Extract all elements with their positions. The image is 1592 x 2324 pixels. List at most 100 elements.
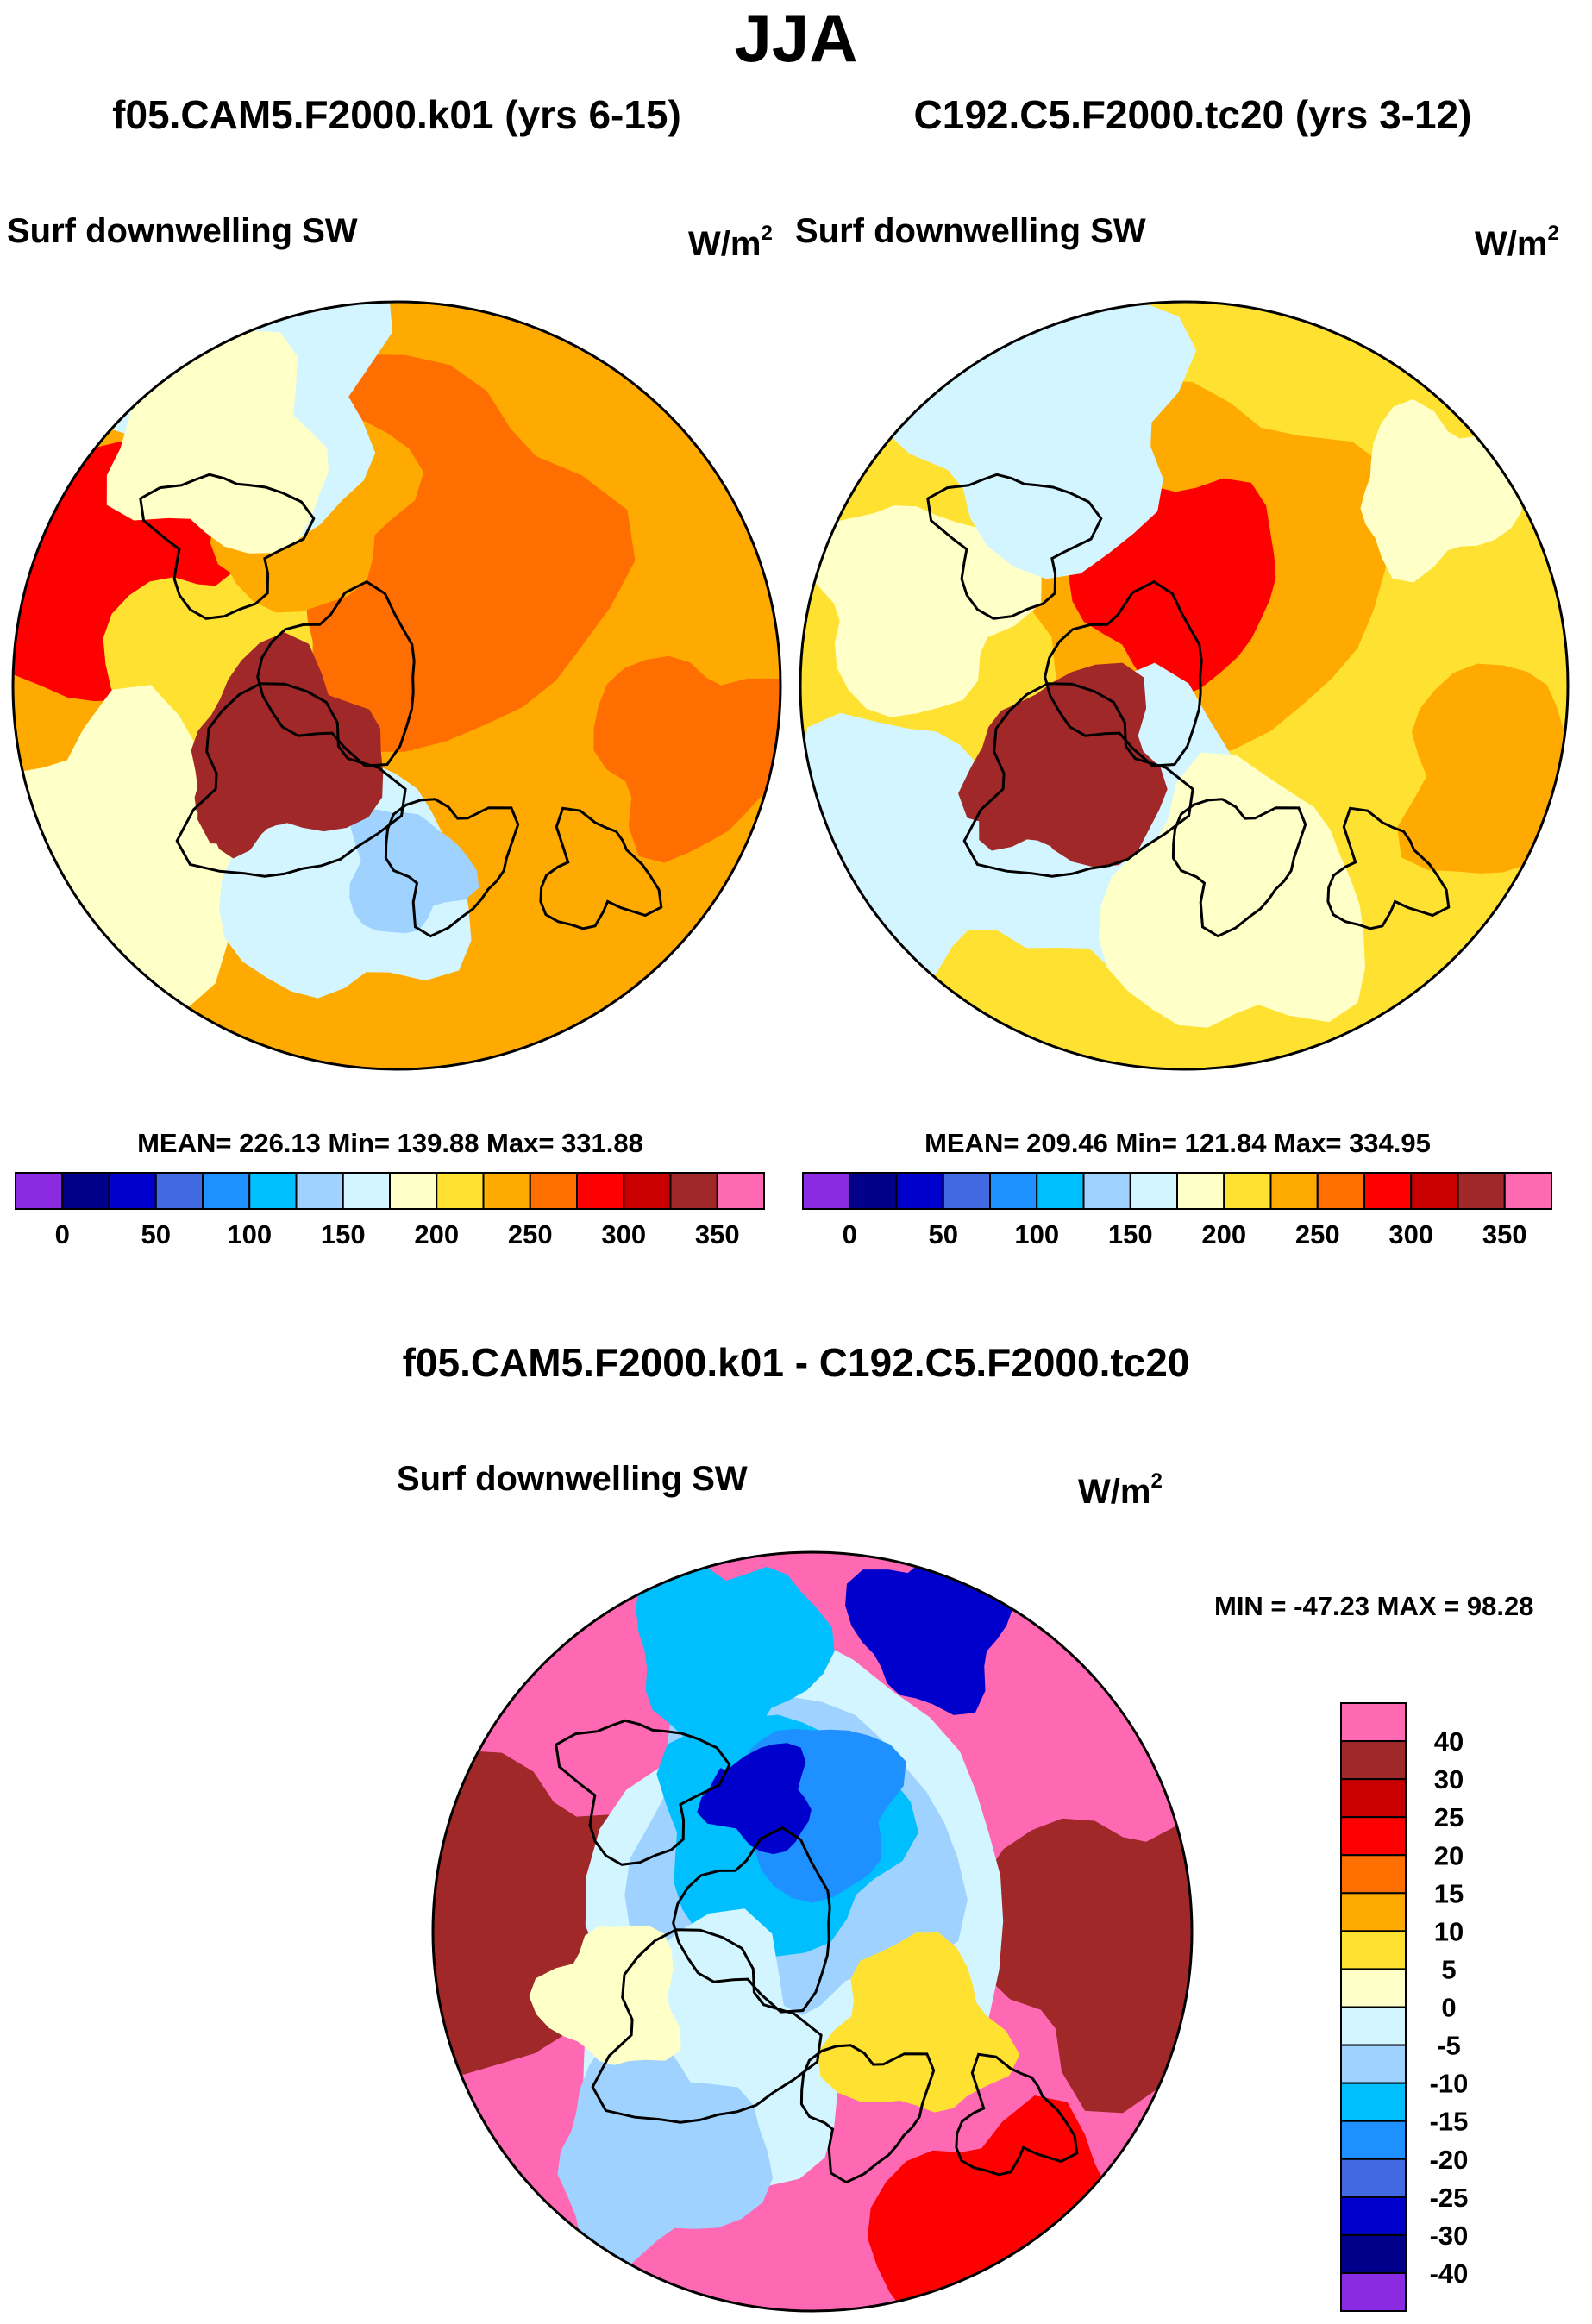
colorbar-tick-label: 300 (1388, 1219, 1433, 1250)
colorbar-box (942, 1172, 991, 1210)
field-contour (557, 2026, 774, 2269)
panel-2-polar-map (799, 300, 1570, 1071)
field-contour (593, 655, 780, 863)
colorbar-box (1340, 2044, 1407, 2084)
coastline (175, 682, 407, 878)
colorbar-tick-label: -20 (1430, 2145, 1469, 2175)
colorbar-box (202, 1172, 251, 1210)
colorbar-box (15, 1172, 64, 1210)
colorbar-tick-label: 350 (1482, 1219, 1527, 1250)
colorbar-box (1340, 2196, 1407, 2236)
colorbar-box (1340, 1968, 1407, 2008)
colorbar-box (342, 1172, 391, 1210)
colorbar-box (849, 1172, 898, 1210)
colorbar-tick-label: -25 (1430, 2183, 1469, 2213)
colorbar-box (1340, 1892, 1407, 1932)
colorbar-box (1340, 2120, 1407, 2160)
colorbar-box (623, 1172, 672, 1210)
colorbar-box (1082, 1172, 1131, 1210)
colorbar-box (1340, 1816, 1407, 1857)
colorbar-box (802, 1172, 851, 1210)
panel-1-colorbar: 0 50 100 150 200 250 300 350 (15, 1172, 765, 1250)
colorbar-box (295, 1172, 344, 1210)
colorbar-box (108, 1172, 157, 1210)
colorbar-tick-label: -40 (1430, 2258, 1469, 2289)
difference-polar-map (431, 1550, 1194, 2313)
field-contour (194, 717, 319, 859)
coastline (1326, 806, 1451, 930)
colorbar-box (1340, 1740, 1407, 1781)
field-contour (1397, 663, 1568, 874)
colorbar-tick-label: 300 (601, 1219, 646, 1250)
panel-2-case-title: C192.C5.F2000.tc20 (yrs 3-12) (913, 92, 1472, 137)
colorbar-tick-label: 15 (1434, 1878, 1464, 1908)
colorbar-tick-label: -15 (1430, 2107, 1469, 2137)
coastline (955, 2052, 1079, 2177)
coastline (256, 579, 416, 767)
colorbar-box (716, 1172, 765, 1210)
coastline (926, 473, 1103, 620)
panel-2-colorbar: 0 50 100 150 200 250 300 350 (802, 1172, 1552, 1250)
colorbar-box (989, 1172, 1038, 1210)
colorbar-tick-label: 40 (1434, 1726, 1464, 1757)
panel-1-polar-map (11, 300, 782, 1071)
colorbar-box (1129, 1172, 1178, 1210)
panel-2-units: W/m2 (1475, 214, 1559, 264)
colorbar-tick-label: -10 (1430, 2069, 1469, 2099)
colorbar-box (389, 1172, 438, 1210)
colorbar-tick-label: 150 (321, 1219, 366, 1250)
panel-2-units-base: W/m (1475, 225, 1548, 263)
colorbar-tick-label: 25 (1434, 1802, 1464, 1832)
colorbar-tick-label: 350 (695, 1219, 740, 1250)
colorbar-box (1340, 1930, 1407, 1970)
coastline (384, 798, 520, 938)
colorbar-box (1340, 2233, 1407, 2274)
colorbar-box (1340, 2271, 1407, 2312)
colorbar-tick-label: 20 (1434, 1840, 1464, 1870)
colorbar-tick-label: 5 (1441, 1954, 1456, 1984)
coastline (672, 1826, 831, 2014)
colorbar-box (1316, 1172, 1365, 1210)
colorbar-box (1340, 2158, 1407, 2198)
colorbar-tick-label: 150 (1108, 1219, 1153, 1250)
field-contour (106, 330, 329, 554)
colorbar-tick-label: -30 (1430, 2221, 1469, 2251)
colorbar-box (1340, 2082, 1407, 2122)
colorbar-box (529, 1172, 578, 1210)
panel-1-units: W/m2 (688, 214, 773, 264)
field-layer (13, 302, 780, 1069)
difference-colorbar: 40 30 25 20 15 10 5 0 -5 -10 -15 -20 -25 -30 -40 (1340, 1702, 1469, 2312)
colorbar-tick-label: 0 (843, 1219, 857, 1250)
map-boundary (11, 300, 782, 1071)
colorbar-box (1269, 1172, 1319, 1210)
colorbar-tick-label: 0 (55, 1219, 70, 1250)
colorbar-tick-label: 100 (1014, 1219, 1059, 1250)
colorbar-box (1340, 2006, 1407, 2046)
coastline (139, 473, 316, 620)
colorbar-box (1363, 1172, 1413, 1210)
field-layer (800, 302, 1568, 1069)
field-layer (433, 1552, 1192, 2311)
panel-2-stats: MEAN= 209.46 Min= 121.84 Max= 334.95 (924, 1128, 1431, 1158)
field-contour (636, 1553, 835, 1770)
colorbar-box (248, 1172, 298, 1210)
difference-title: f05.CAM5.F2000.k01 - C192.C5.F2000.tc20 (402, 1340, 1190, 1385)
coastline (1171, 798, 1307, 938)
field-contour (978, 719, 1100, 851)
difference-variable-label: Surf downwelling SW (397, 1460, 748, 1498)
colorbar-box (1410, 1172, 1459, 1210)
colorbar-tick-label: 50 (141, 1219, 171, 1250)
colorbar-box (1340, 1778, 1407, 1819)
difference-stats: MIN = -47.23 MAX = 98.28 (1214, 1591, 1534, 1621)
panel-2-variable-label: Surf downwelling SW (795, 212, 1146, 250)
colorbar-tick-label: 200 (414, 1219, 459, 1250)
colorbar-box (1457, 1172, 1506, 1210)
colorbar-tick-label: 100 (227, 1219, 272, 1250)
colorbar-box (61, 1172, 110, 1210)
field-contour (1360, 398, 1522, 583)
colorbar-box (1223, 1172, 1272, 1210)
panel-1-stats: MEAN= 226.13 Min= 139.88 Max= 331.88 (137, 1128, 643, 1158)
colorbar-box (1503, 1172, 1552, 1210)
coastline (962, 682, 1194, 878)
coastline (539, 806, 663, 930)
